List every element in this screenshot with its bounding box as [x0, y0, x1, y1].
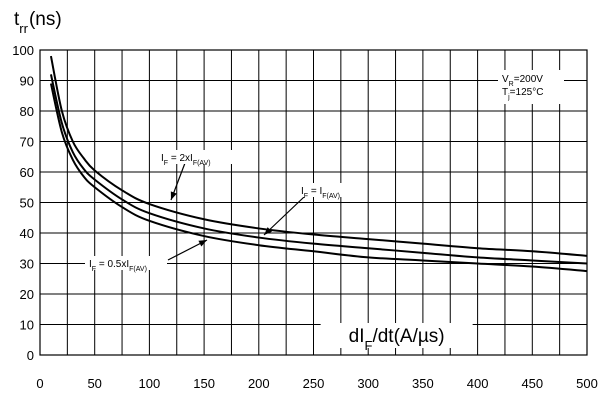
- y-tick-label: 70: [20, 135, 34, 150]
- x-tick-label: 50: [87, 376, 101, 391]
- y-tick-label: 40: [20, 226, 34, 241]
- y-tick-label: 30: [20, 257, 34, 272]
- label-if-2x-box: [157, 150, 235, 164]
- x-tick-label: 250: [303, 376, 325, 391]
- label-if-2x: IF = 2xIF(AV): [161, 153, 211, 167]
- condition-label: Tj=125°C: [502, 87, 543, 101]
- x-tick-label: 0: [36, 376, 43, 391]
- label-if-1x-arrow-head: [264, 227, 273, 235]
- y-tick-label: 50: [20, 196, 34, 211]
- y-tick-label: 100: [12, 43, 34, 58]
- y-tick-label: 20: [20, 287, 34, 302]
- curves: [49, 55, 588, 273]
- x-tick-label: 350: [412, 376, 434, 391]
- curve-if-2x: [49, 55, 588, 257]
- y-tick-label: 0: [27, 348, 34, 363]
- x-tick-label: 400: [467, 376, 489, 391]
- y-tick-label: 60: [20, 165, 34, 180]
- x-tick-label: 500: [576, 376, 598, 391]
- conditions-box: [498, 70, 564, 104]
- x-tick-label: 200: [248, 376, 270, 391]
- y-tick-label: 80: [20, 104, 34, 119]
- curve-if-0-5x: [49, 83, 588, 273]
- label-if-0-5x-box: [85, 256, 167, 270]
- x-tick-label: 300: [357, 376, 379, 391]
- x-tick-label: 100: [139, 376, 161, 391]
- label-if-1x-arrow-line: [263, 196, 305, 236]
- label-if-1x: IF = IF(AV): [301, 186, 340, 200]
- label-if-2x-arrow-head: [170, 191, 177, 200]
- x-label-box: [320, 323, 473, 348]
- label-if-1x-box: [297, 183, 359, 197]
- x-axis-label: dIF/dt(A/µs): [349, 326, 445, 353]
- curve-if-1x: [49, 74, 588, 265]
- label-if-0-5x: IF = 0.5xIF(AV): [89, 259, 147, 273]
- y-tick-label: 10: [20, 318, 34, 333]
- x-tick-label: 450: [521, 376, 543, 391]
- chart-title: trr(ns): [14, 9, 62, 36]
- label-if-0-5x-arrow-head: [198, 240, 207, 247]
- ticks: 0 50 100 150 200 250 300 350 400 450 500 0 10 20 30 40 5…: [12, 43, 598, 391]
- y-tick-label: 90: [20, 74, 34, 89]
- x-tick-label: 150: [193, 376, 215, 391]
- plot-frame: [39, 49, 588, 356]
- condition-label: VR=200V: [502, 74, 543, 88]
